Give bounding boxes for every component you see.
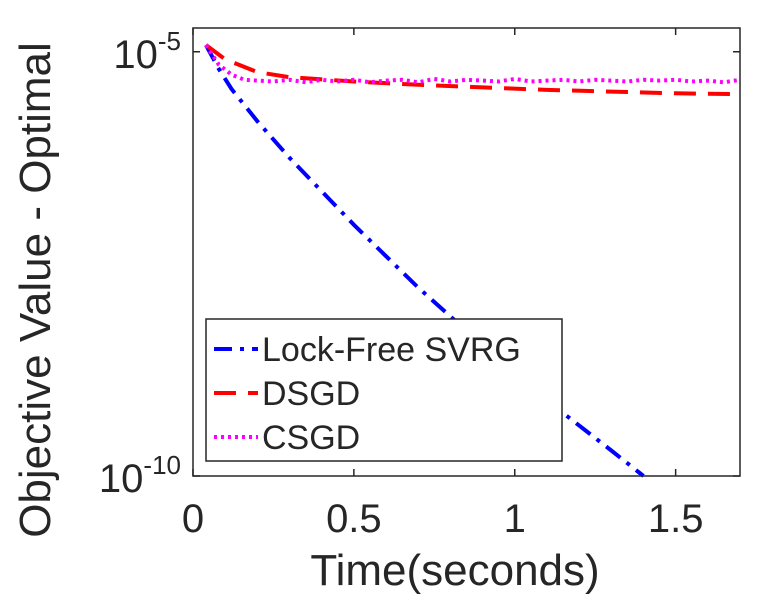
series-line-2 bbox=[204, 43, 741, 85]
legend: Lock-Free SVRG DSGD CSGD bbox=[205, 318, 563, 462]
y-tick-label-0: 10-5 bbox=[113, 26, 181, 77]
axes-box bbox=[192, 27, 741, 477]
x-tick-label-1: 0.5 bbox=[326, 497, 382, 541]
y-axis-label: Objective Value - Optimal bbox=[11, 42, 60, 538]
series-layer bbox=[204, 43, 741, 478]
x-tick-label-2: 1 bbox=[504, 497, 526, 541]
x-tick-label-3: 1.5 bbox=[648, 497, 704, 541]
x-tick-label-0: 0 bbox=[182, 497, 204, 541]
legend-label-2: CSGD bbox=[262, 419, 360, 457]
x-axis-label: Time(seconds) bbox=[310, 546, 599, 595]
series-line-1 bbox=[204, 43, 741, 97]
legend-label-1: DSGD bbox=[262, 375, 360, 413]
ticks-layer: 0 0.5 1 1.5 10-5 10-10 bbox=[99, 26, 740, 541]
legend-items: Lock-Free SVRG DSGD CSGD bbox=[214, 331, 521, 457]
legend-box bbox=[205, 318, 563, 462]
series-line-0 bbox=[204, 44, 645, 478]
y-tick-label-1: 10-10 bbox=[99, 450, 181, 501]
legend-label-0: Lock-Free SVRG bbox=[262, 331, 521, 369]
